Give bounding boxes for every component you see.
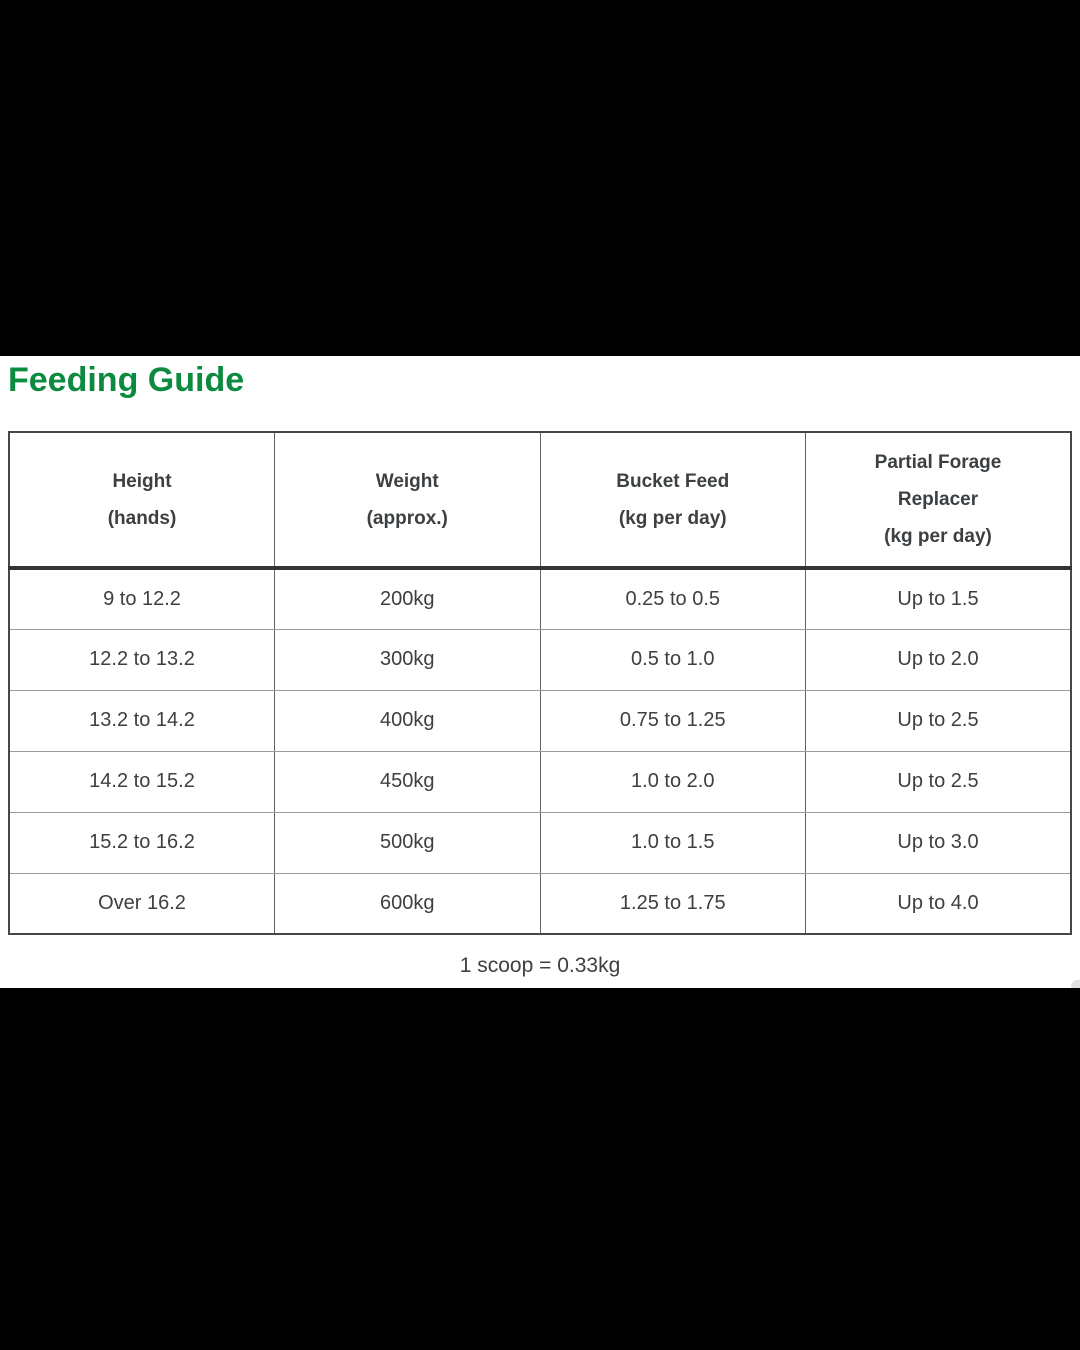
scoop-note: 1 scoop = 0.33kg — [459, 954, 621, 978]
header-line: Replacer — [897, 489, 979, 511]
table-cell-forage-replacer: Up to 4.0 — [805, 872, 1072, 935]
table-cell-weight: 300kg — [274, 628, 541, 691]
header-line: (hands) — [107, 507, 177, 529]
header-line: Height — [112, 470, 172, 492]
header-line: (kg per day) — [618, 507, 727, 529]
table-header-row: Height (hands) Weight (approx.) Bucket F… — [8, 431, 1072, 571]
table-cell-weight: 600kg — [274, 872, 541, 935]
table-cell-height: 15.2 to 16.2 — [8, 811, 275, 874]
content-area: Feeding Guide Height (hands) Weight (app… — [0, 356, 1080, 993]
table-cell-forage-replacer: Up to 3.0 — [805, 811, 1072, 874]
top-letterbox — [0, 0, 1080, 356]
table-cell-bucket-feed: 1.0 to 1.5 — [539, 811, 806, 874]
table-cell-weight: 400kg — [274, 689, 541, 752]
table-cell-bucket-feed: 0.5 to 1.0 — [539, 628, 806, 691]
table-cell-weight: 500kg — [274, 811, 541, 874]
column-header-partial-forage-replacer: Partial Forage Replacer (kg per day) — [805, 431, 1072, 571]
table-row: 14.2 to 15.2 450kg 1.0 to 2.0 Up to 2.5 — [8, 750, 1072, 813]
table-cell-bucket-feed: 0.75 to 1.25 — [539, 689, 806, 752]
bottom-letterbox — [0, 988, 1080, 1350]
table-cell-bucket-feed: 0.25 to 0.5 — [539, 567, 806, 630]
header-line: Partial Forage — [874, 452, 1002, 474]
header-line: Bucket Feed — [616, 470, 730, 492]
page-title: Feeding Guide — [8, 361, 245, 399]
table-cell-bucket-feed: 1.0 to 2.0 — [539, 750, 806, 813]
header-line: Weight — [375, 470, 439, 492]
table-row: 9 to 12.2 200kg 0.25 to 0.5 Up to 1.5 — [8, 567, 1072, 630]
table-row: 13.2 to 14.2 400kg 0.75 to 1.25 Up to 2.… — [8, 689, 1072, 752]
table-cell-forage-replacer: Up to 1.5 — [805, 567, 1072, 630]
table-cell-height: Over 16.2 — [8, 872, 275, 935]
table-row: 15.2 to 16.2 500kg 1.0 to 1.5 Up to 3.0 — [8, 811, 1072, 874]
table-row: 12.2 to 13.2 300kg 0.5 to 1.0 Up to 2.0 — [8, 628, 1072, 691]
column-header-bucket-feed: Bucket Feed (kg per day) — [539, 431, 806, 571]
table-row: Over 16.2 600kg 1.25 to 1.75 Up to 4.0 — [8, 872, 1072, 935]
table-cell-height: 13.2 to 14.2 — [8, 689, 275, 752]
header-line: (approx.) — [366, 507, 448, 529]
scrollbar-thumb[interactable] — [1071, 980, 1080, 993]
header-line: (kg per day) — [884, 526, 992, 548]
table-cell-weight: 450kg — [274, 750, 541, 813]
column-header-height: Height (hands) — [8, 431, 275, 571]
feeding-guide-table: Height (hands) Weight (approx.) Bucket F… — [8, 431, 1072, 936]
table-cell-forage-replacer: Up to 2.0 — [805, 628, 1072, 691]
table-cell-height: 12.2 to 13.2 — [8, 628, 275, 691]
table-cell-bucket-feed: 1.25 to 1.75 — [539, 872, 806, 935]
table-cell-weight: 200kg — [274, 567, 541, 630]
column-header-weight: Weight (approx.) — [274, 431, 541, 571]
table-cell-height: 9 to 12.2 — [8, 567, 275, 630]
table-cell-forage-replacer: Up to 2.5 — [805, 750, 1072, 813]
table-cell-forage-replacer: Up to 2.5 — [805, 689, 1072, 752]
table-cell-height: 14.2 to 15.2 — [8, 750, 275, 813]
